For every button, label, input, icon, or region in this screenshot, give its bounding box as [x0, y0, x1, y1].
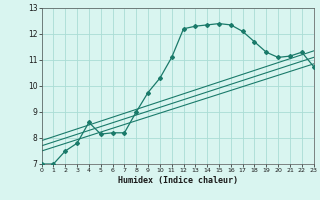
- X-axis label: Humidex (Indice chaleur): Humidex (Indice chaleur): [118, 176, 237, 185]
